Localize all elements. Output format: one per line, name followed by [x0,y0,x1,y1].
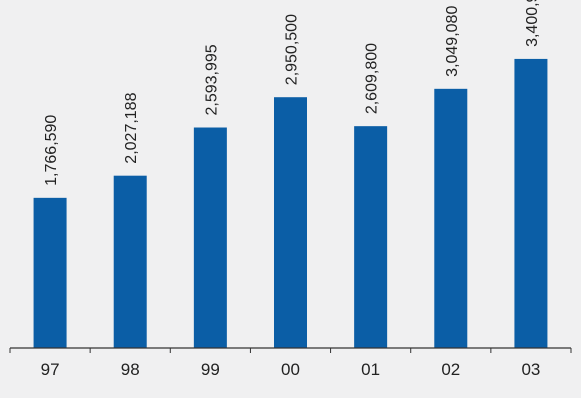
x-axis-labels-group: 97 98 99 00 01 02 03 [41,360,541,379]
x-tick-label-03: 03 [521,360,540,379]
value-labels-group: 1,766,590 2,027,188 2,593,995 2,950,500 2,60… [43,0,541,186]
x-tick-label-98: 98 [121,360,140,379]
x-tick-label-02: 02 [441,360,460,379]
bar-01 [354,126,388,349]
value-label-99: 2,593,995 [203,44,220,115]
value-label-97: 1,766,590 [43,115,60,186]
value-label-98: 2,027,188 [123,92,140,163]
bar-03 [514,58,548,348]
value-label-00: 2,950,500 [284,14,301,85]
value-label-03: 3,400,963 [524,0,541,47]
bars-group [33,58,548,349]
value-label-02: 3,049,080 [444,6,461,77]
bar-98 [113,175,147,348]
x-tick-label-97: 97 [41,360,60,379]
x-tick-label-99: 99 [201,360,220,379]
value-label-01: 2,609,800 [364,43,381,114]
x-tick-label-01: 01 [361,360,380,379]
bar-00 [274,97,307,349]
x-axis-ticks-group [9,348,572,353]
bar-02 [434,88,468,349]
bar-97 [33,197,67,348]
bar-99 [193,127,227,348]
x-tick-label-00: 00 [281,360,300,379]
